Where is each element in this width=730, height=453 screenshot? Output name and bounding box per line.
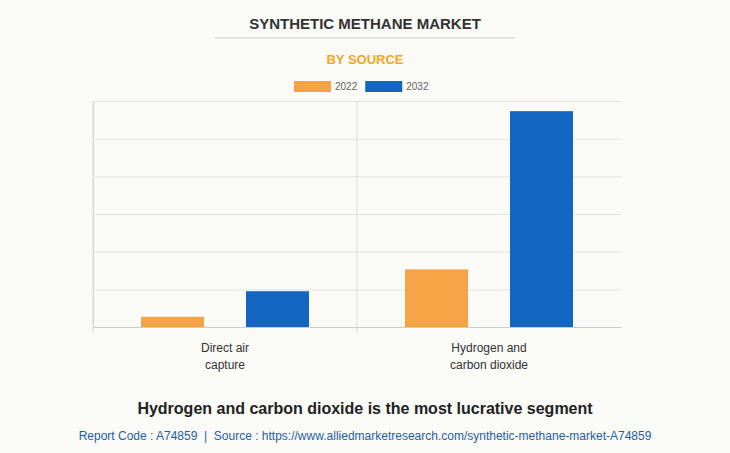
- x-tick-label-line: capture: [205, 358, 245, 372]
- legend-swatch: [294, 81, 331, 92]
- title: SYNTHETIC METHANE MARKET: [249, 15, 481, 32]
- grid-line: [93, 327, 621, 328]
- y-tick: [93, 327, 621, 328]
- x-tick-label-line: Direct air: [201, 341, 249, 355]
- legend-swatch: [365, 81, 402, 92]
- caption: Hydrogen and carbon dioxide is the most …: [137, 400, 593, 417]
- plot: Direct air capture Hydrogen and carbon diox…: [93, 101, 622, 372]
- bars: [141, 111, 573, 327]
- bar: [510, 111, 573, 327]
- background: [0, 0, 730, 453]
- legend-label: 2022: [335, 81, 358, 92]
- x-tick-label-line: carbon dioxide: [450, 358, 528, 372]
- category-separator: [357, 101, 358, 333]
- x-tick-label-line: Hydrogen and: [451, 341, 526, 355]
- x-axis-line: [94, 327, 622, 328]
- x-tick-label: Hydrogen and carbon dioxide: [450, 341, 528, 372]
- footer: Report Code : A74859 | Source : https://…: [79, 429, 652, 443]
- title-rule: [215, 38, 515, 39]
- x-tick: Direct air capture: [201, 327, 249, 372]
- bar: [246, 291, 309, 327]
- x-axis: Direct air capture Hydrogen and carbon diox…: [94, 327, 622, 372]
- legend: 2022 2032: [294, 81, 429, 92]
- category-separator: [93, 101, 94, 333]
- subtitle: BY SOURCE: [326, 52, 403, 67]
- x-tick: Hydrogen and carbon dioxide: [450, 327, 528, 372]
- chart: SYNTHETIC METHANE MARKET BY SOURCE 2022 203…: [0, 0, 730, 453]
- bar: [405, 269, 468, 327]
- x-tick-label: Direct air capture: [201, 341, 249, 372]
- bar: [141, 317, 204, 327]
- legend-label: 2032: [406, 81, 429, 92]
